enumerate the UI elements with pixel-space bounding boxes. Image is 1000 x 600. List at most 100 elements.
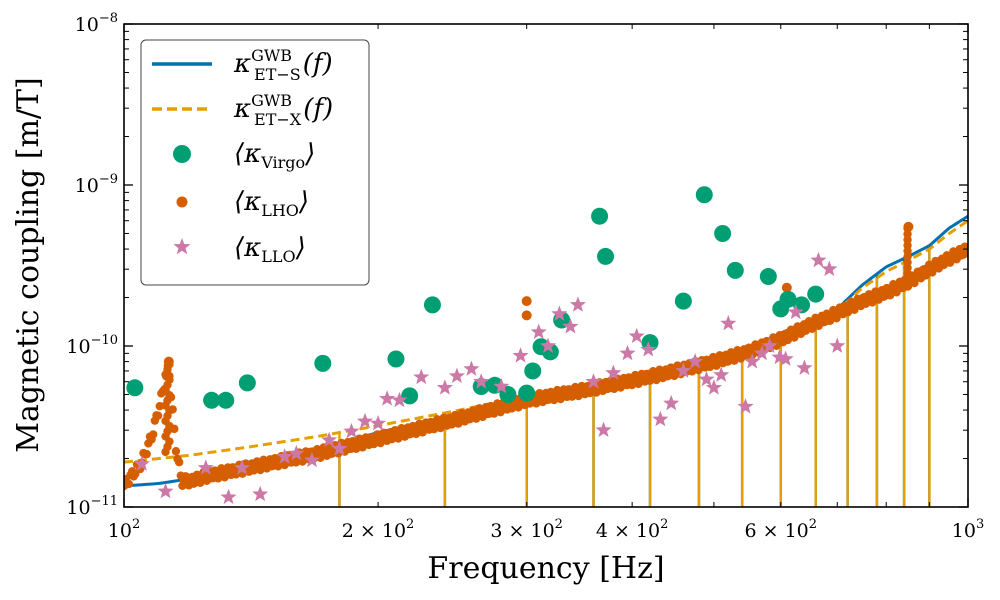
legend-marker-lho xyxy=(176,196,188,208)
virgo-point xyxy=(674,292,692,310)
lho-point xyxy=(903,224,912,233)
llo-point xyxy=(687,353,704,369)
llo-point xyxy=(821,260,838,277)
tick-label-exponent: 2 xyxy=(660,517,668,532)
llo-point xyxy=(343,422,360,439)
tick-label-base: 6 × 10 xyxy=(744,520,808,542)
legend-subscript: Virgo xyxy=(260,153,305,172)
llo-point xyxy=(303,451,321,468)
llo-point xyxy=(321,431,338,448)
legend-symbol: κ xyxy=(233,94,251,124)
tick-label-exponent: 2 xyxy=(555,517,563,532)
tick-label-exponent: −10 xyxy=(91,333,118,348)
tick-label-base: 10 xyxy=(66,336,90,358)
llo-point xyxy=(539,337,557,353)
llo-point xyxy=(619,344,636,361)
legend-marker-virgo xyxy=(173,145,191,163)
tick-label-base: 10 xyxy=(108,520,132,542)
llo-point xyxy=(252,485,269,502)
llo-point xyxy=(512,347,529,363)
llo-point xyxy=(787,303,804,320)
llo-point xyxy=(720,314,737,331)
legend-label: κGWB ET−X(f) xyxy=(233,91,333,129)
lho-point xyxy=(521,296,532,307)
legend-suffix: ⟩ xyxy=(298,187,309,217)
x-tick-label: 2 × 102 xyxy=(342,517,415,542)
llo-point xyxy=(233,459,251,475)
y-axis-title: Magnetic coupling [m/T] xyxy=(11,77,46,452)
llo-point xyxy=(157,482,174,499)
llo-point xyxy=(197,459,214,475)
virgo-point xyxy=(238,374,256,392)
tick-label-exponent: 2 xyxy=(809,517,817,532)
y-tick-label: 10−8 xyxy=(75,11,118,36)
legend-marker-llo xyxy=(173,238,191,255)
llo-point xyxy=(595,421,612,438)
tick-label-base: 10 xyxy=(75,175,99,197)
llo-point xyxy=(391,391,408,408)
tick-label-exponent: 2 xyxy=(406,517,414,532)
tick-label-exponent: −9 xyxy=(99,172,118,187)
lho-point xyxy=(149,430,158,439)
llo-point xyxy=(473,373,490,389)
ticks-layer: 102 2 × 102 3 × 102 4 × 102 6 × 102 10310−111… xyxy=(66,11,984,542)
virgo-point xyxy=(203,391,221,409)
legend-symbol: ⟨κ xyxy=(234,233,261,263)
series-llo xyxy=(133,251,846,505)
llo-point xyxy=(331,440,348,456)
llo-point xyxy=(628,327,645,344)
virgo-point xyxy=(714,224,732,242)
series-virgo xyxy=(126,186,825,409)
llo-point xyxy=(640,341,657,357)
llo-point xyxy=(448,367,465,383)
legend-superscript: GWB xyxy=(251,46,292,65)
tick-label-base: 4 × 10 xyxy=(596,520,660,542)
tick-label-exponent: −11 xyxy=(91,494,118,509)
legend-suffix: (f) xyxy=(303,49,333,79)
legend-subscript: LHO xyxy=(261,201,299,220)
lho-point xyxy=(142,449,151,459)
legend-box xyxy=(140,39,370,286)
x-axis-title: Frequency [Hz] xyxy=(427,551,664,586)
llo-point xyxy=(133,455,150,471)
tick-label-base: 10 xyxy=(952,520,976,542)
llo-point xyxy=(761,337,778,353)
legend-label: ⟨κLLO⟩ xyxy=(234,233,306,266)
llo-point xyxy=(463,360,480,376)
x-tick-label: 4 × 102 xyxy=(596,517,669,542)
y-tick-label: 10−11 xyxy=(66,494,118,519)
legend-symbol: ⟨κ xyxy=(234,139,261,169)
llo-point xyxy=(530,323,547,339)
legend-subscript: LLO xyxy=(261,247,295,266)
tick-label-base: 2 × 10 xyxy=(342,520,406,542)
legend-subscript: ET−X xyxy=(254,110,302,129)
lho-point xyxy=(174,457,184,467)
x-tick-label: 102 xyxy=(108,517,140,542)
llo-point xyxy=(796,359,813,375)
virgo-point xyxy=(472,378,490,396)
llo-point xyxy=(551,305,568,321)
llo-point xyxy=(737,398,754,414)
legend-suffix: ⟩ xyxy=(304,139,315,169)
legend-label: ⟨κLHO⟩ xyxy=(234,187,309,220)
virgo-point xyxy=(726,261,744,279)
virgo-point xyxy=(597,247,615,265)
llo-point xyxy=(413,368,430,385)
x-tick-label: 6 × 102 xyxy=(744,517,817,542)
tick-label-exponent: 2 xyxy=(132,517,140,532)
y-tick-label: 10−10 xyxy=(66,333,118,358)
lho-point xyxy=(163,356,174,367)
legend-subscript: ET−S xyxy=(254,65,301,84)
legend-symbol: ⟨κ xyxy=(234,187,261,217)
llo-point xyxy=(675,362,692,378)
lho-point xyxy=(910,278,919,288)
tick-label-exponent: 3 xyxy=(976,517,984,532)
virgo-point xyxy=(779,290,797,308)
llo-point xyxy=(356,412,374,429)
tick-label-base: 10 xyxy=(75,14,99,36)
llo-point xyxy=(288,444,305,461)
x-tick-label: 103 xyxy=(952,517,984,542)
virgo-point xyxy=(591,207,609,225)
llo-point xyxy=(810,251,827,268)
legend-label: ⟨κVirgo⟩ xyxy=(234,139,315,172)
